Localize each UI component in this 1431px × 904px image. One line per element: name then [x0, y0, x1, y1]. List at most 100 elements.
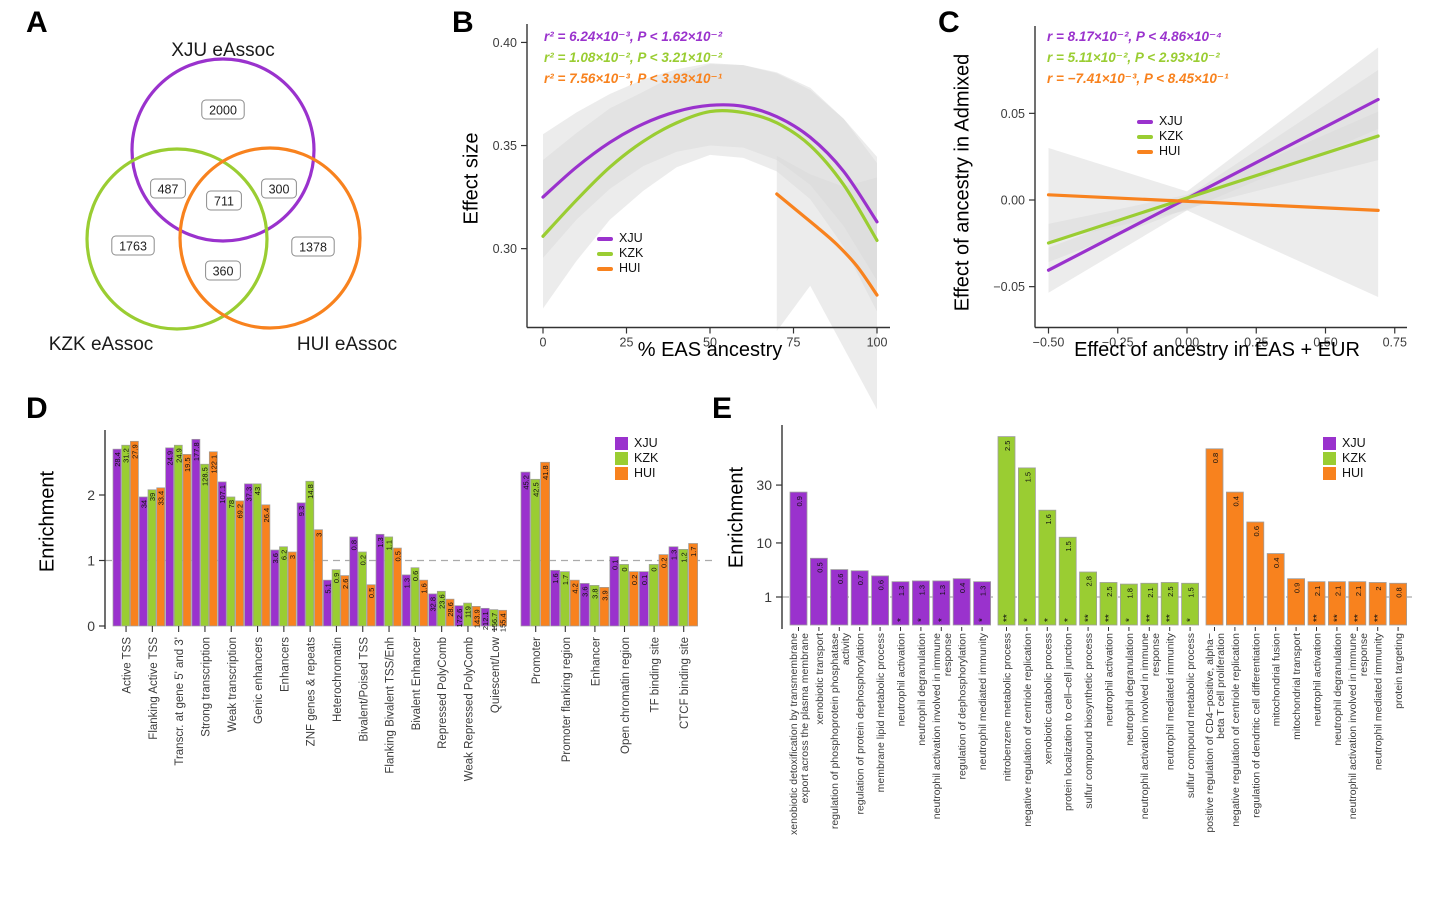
e-bar-kzk: [1018, 467, 1036, 626]
panel-d-label: D: [26, 392, 48, 425]
e-significance-mark: **: [1104, 614, 1115, 622]
d-bar-value-label: 14.8: [306, 484, 315, 499]
d-bar-value-label: 128.5: [201, 467, 210, 486]
d-category-label: Enhancers: [279, 637, 291, 692]
b-legend-item-xju: XJU: [597, 232, 643, 245]
d-bar-xju: [609, 556, 620, 627]
d-bar-kzk: [173, 444, 183, 627]
e-significance-mark: *: [1043, 618, 1054, 622]
b-legend-item-kzk: KZK: [597, 247, 643, 260]
d-bar-hui: [261, 504, 271, 627]
d-bar-value-label: 212.1: [481, 611, 490, 630]
e-category-label: xenobiotic detoxification by transmembra…: [788, 633, 800, 835]
c-annotation-hui: r = −7.41×10⁻³, P < 8.45×10⁻¹: [1047, 71, 1229, 86]
e-bar-kzk: [1058, 536, 1077, 626]
e-y-tick-label: 1: [764, 589, 772, 605]
e-significance-mark: *: [1186, 618, 1197, 622]
kzk-swatch: [615, 452, 628, 465]
d-bar-value-label: 155.4: [499, 613, 508, 632]
e-bar-value-label: 0.4: [958, 583, 967, 593]
d-category-label: Quiescent/Low: [490, 636, 502, 713]
d-bar-value-label: 0.2: [630, 575, 639, 585]
d-bar-hui: [182, 454, 192, 627]
d-y-tick-label: 1: [87, 553, 95, 569]
e-significance-mark: *: [1063, 618, 1074, 622]
d-bar-xju: [401, 574, 411, 627]
c-y-tick-label: 0.05: [1001, 107, 1025, 121]
e-bar-value-label: 2.1: [1354, 586, 1363, 596]
venn-count-xju_hui: 300: [269, 183, 290, 197]
e-legend-label-hui: HUI: [1342, 466, 1364, 480]
e-category-label: response: [942, 633, 954, 676]
d-bar-xju: [349, 536, 359, 627]
e-category-label: regulation of protein dephosphorylation: [855, 633, 867, 815]
d-bar-xju: [668, 546, 679, 627]
d-bar-xju: [112, 448, 122, 627]
d-bar-value-label: 1.6: [420, 583, 429, 593]
e-bar-value-label: 0.9: [795, 496, 804, 506]
c-y-tick-label: −0.05: [993, 280, 1025, 294]
d-bar-value-label: 5.1: [323, 583, 332, 593]
e-category-label: negative regulation of centriole replica…: [1230, 633, 1242, 827]
d-bar-value-label: 1.6: [551, 573, 560, 583]
venn-count-box-xju_only: [201, 99, 245, 120]
d-bar-xju: [191, 438, 201, 627]
e-bar-value-label: 0.8: [1211, 453, 1220, 463]
c-annotations: r = 8.17×10⁻², P < 4.86×10⁻⁴ r = 5.11×10…: [1047, 26, 1229, 89]
d-bar-value-label: 0.2: [660, 558, 669, 568]
e-bar-value-label: 0.4: [1272, 558, 1281, 568]
e-bar-value-label: 0.4: [1231, 496, 1240, 506]
e-category-label: mitochondrial fusion: [1271, 633, 1283, 727]
e-bar-xju: [789, 491, 808, 626]
e-category-label: sulfur compound metabolic process: [1185, 633, 1197, 798]
venn-title-xju: XJU eAssoc: [171, 40, 275, 61]
e-bar-value-label: 1.3: [979, 586, 988, 596]
venn-count-box-hui_only: [291, 236, 335, 257]
d-bar-value-label: 3: [315, 533, 324, 537]
c-y-axis-label: Effect of ancestry in Admixed: [951, 53, 974, 312]
d-bar-value-label: 45.2: [522, 475, 531, 490]
d-legend-item-xju: XJU: [615, 437, 658, 450]
e-category-label: neutrophil degranulation: [1332, 633, 1344, 746]
venn-count-kzk_only: 1763: [119, 240, 147, 254]
d-bar-hui: [658, 554, 669, 627]
d-bar-hui: [393, 547, 402, 627]
d-bar-hui: [445, 598, 455, 627]
e-category-label: neutrophil degranulation: [916, 633, 928, 746]
venn-count-xju_only: 2000: [209, 104, 237, 118]
d-bar-value-label: 2.6: [341, 579, 350, 589]
e-bar-value-label: 1.5: [1187, 587, 1196, 597]
d-category-label: Flanking Active TSS: [148, 637, 160, 740]
e-category-label: neutrophil activation: [896, 633, 908, 727]
b-x-tick-label: 25: [620, 336, 634, 350]
e-category-label: response: [1150, 633, 1162, 676]
d-bar-value-label: 43: [253, 487, 262, 495]
d-category-label: Bivalent/Poised TSS: [358, 637, 370, 742]
b-annotation-hui: r² = 7.56×10⁻³, P < 3.93×10⁻¹: [544, 71, 723, 86]
d-bar-value-label: 33.4: [157, 491, 166, 506]
e-legend-label-kzk: KZK: [1342, 451, 1367, 465]
e-category-label: positive regulation of CD4−positive, alp…: [1204, 633, 1216, 833]
d-bar-kzk: [147, 489, 157, 627]
d-bar-kzk: [619, 564, 629, 627]
d-y-tick-label: 0: [87, 618, 95, 634]
c-annotation-kzk: r = 5.11×10⁻², P < 2.93×10⁻²: [1047, 50, 1220, 65]
hui-swatch: [1323, 467, 1336, 480]
d-bar-xju: [639, 571, 649, 627]
e-category-label: sulfur compound biosynthetic process: [1083, 633, 1095, 809]
d-bar-value-label: 31.2: [122, 448, 131, 463]
venn-count-hui_only: 1378: [299, 241, 327, 255]
d-bar-hui: [540, 461, 550, 627]
b-legend-item-hui: HUI: [597, 262, 643, 275]
b-x-tick-label: 100: [867, 336, 888, 350]
venn-count-box-xju_hui: [261, 178, 297, 199]
venn-count-kzk_hui: 360: [213, 265, 234, 279]
e-category-label: regulation of dendritic cell differentia…: [1250, 633, 1262, 818]
venn-count-center: 711: [214, 195, 234, 209]
d-bar-value-label: 3.9: [600, 590, 609, 600]
d-bar-hui: [366, 584, 376, 627]
e-bar-hui: [1328, 581, 1346, 626]
panel-c-label: C: [938, 6, 960, 39]
e-category-label: protein targeting: [1393, 633, 1405, 709]
venn-circle-hui: [178, 146, 362, 330]
